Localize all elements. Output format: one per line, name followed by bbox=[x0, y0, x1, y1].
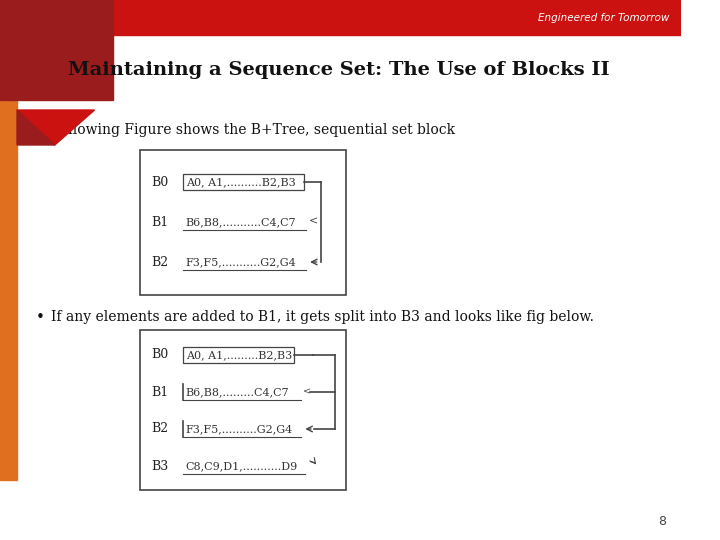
Bar bbox=[140, 150, 346, 295]
Text: B3: B3 bbox=[151, 460, 168, 472]
Text: F3,F5,...........G2,G4: F3,F5,...........G2,G4 bbox=[185, 257, 296, 267]
Text: <: < bbox=[303, 388, 312, 396]
Text: Maintaining a Sequence Set: The Use of Blocks II: Maintaining a Sequence Set: The Use of B… bbox=[68, 61, 610, 79]
Bar bbox=[184, 174, 305, 190]
Text: 8: 8 bbox=[658, 515, 667, 528]
Text: B6,B8,...........C4,C7: B6,B8,...........C4,C7 bbox=[185, 217, 296, 227]
Bar bbox=[0, 35, 17, 480]
Bar bbox=[0, 0, 114, 35]
Text: Following Figure shows the B+Tree, sequential set block: Following Figure shows the B+Tree, seque… bbox=[51, 123, 455, 137]
Text: <: < bbox=[309, 217, 318, 227]
Text: B6,B8,.........C4,C7: B6,B8,.........C4,C7 bbox=[185, 387, 289, 397]
Text: •: • bbox=[36, 309, 45, 325]
Text: A0, A1,.........B2,B3: A0, A1,.........B2,B3 bbox=[186, 350, 292, 360]
Text: F3,F5,..........G2,G4: F3,F5,..........G2,G4 bbox=[185, 424, 292, 434]
Text: B2: B2 bbox=[151, 422, 168, 435]
Bar bbox=[140, 330, 346, 490]
Polygon shape bbox=[17, 110, 94, 145]
Text: B1: B1 bbox=[151, 386, 168, 399]
Bar bbox=[0, 0, 680, 35]
Polygon shape bbox=[17, 110, 55, 145]
Text: Engineered for Tomorrow: Engineered for Tomorrow bbox=[538, 13, 669, 23]
Text: B0: B0 bbox=[151, 348, 168, 361]
Text: B1: B1 bbox=[151, 215, 168, 228]
Text: C8,C9,D1,...........D9: C8,C9,D1,...........D9 bbox=[185, 461, 297, 471]
Text: If any elements are added to B1, it gets split into B3 and looks like fig below.: If any elements are added to B1, it gets… bbox=[51, 310, 594, 324]
Polygon shape bbox=[0, 35, 114, 100]
Text: A0, A1,..........B2,B3: A0, A1,..........B2,B3 bbox=[186, 177, 296, 187]
Bar bbox=[184, 347, 294, 363]
Text: •: • bbox=[36, 123, 45, 138]
Text: B2: B2 bbox=[151, 255, 168, 268]
Text: B0: B0 bbox=[151, 176, 168, 188]
